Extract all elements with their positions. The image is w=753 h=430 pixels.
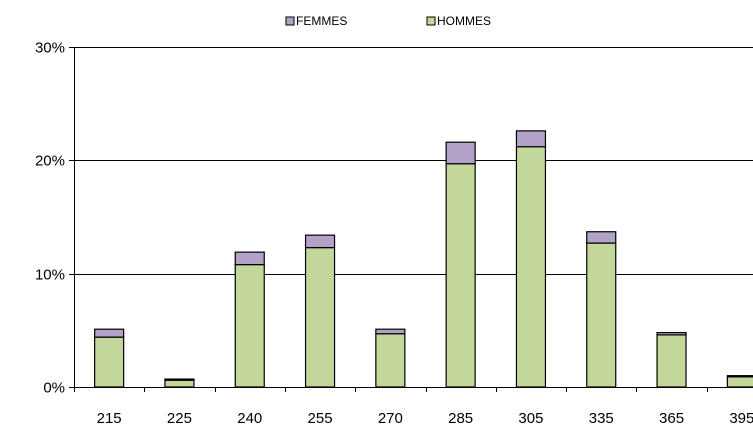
bar-femmes-255 [304, 234, 336, 249]
bar-hommes-225 [164, 379, 195, 388]
y-tick-label: 20% [35, 153, 65, 170]
x-tick-label-365: 365 [659, 410, 684, 427]
bars [94, 130, 753, 388]
grid-lines [74, 47, 753, 275]
legend-label-femmes: FEMMES [296, 14, 347, 28]
x-tick-label-395: 395 [729, 410, 753, 427]
y-tick-label: 0% [43, 380, 65, 397]
bar-hommes-395 [726, 376, 753, 388]
x-tick-label-285: 285 [448, 410, 473, 427]
x-tick-label-305: 305 [518, 410, 543, 427]
bar-femmes-240 [234, 251, 265, 266]
tick-labels: 0% 10% 20% 30% 215 225 240 255 270 285 305 335 365 39… [35, 40, 753, 428]
bar-femmes-395 [726, 375, 753, 378]
bar-hommes-365 [656, 334, 687, 388]
x-tick-label-215: 215 [97, 410, 122, 427]
axes [69, 47, 753, 392]
x-tick-label-240: 240 [237, 410, 262, 427]
bar-femmes-270 [375, 328, 406, 335]
legend-label-hommes: HOMMES [437, 14, 491, 28]
bar-hommes-285 [445, 163, 476, 388]
x-tick-label-270: 270 [378, 410, 403, 427]
bar-hommes-305 [515, 146, 547, 388]
y-tick-label: 10% [35, 267, 65, 284]
x-tick-label-225: 225 [167, 410, 192, 427]
bar-femmes-215 [94, 328, 125, 338]
legend-swatch-hommes [426, 16, 436, 26]
bar-hommes-255 [304, 247, 336, 388]
x-tick-label-255: 255 [308, 410, 333, 427]
bar-hommes-270 [375, 333, 406, 388]
x-tick-label-335: 335 [589, 410, 614, 427]
bar-femmes-305 [515, 130, 547, 148]
legend: FEMMES HOMMES [285, 14, 491, 28]
bar-hommes-335 [586, 242, 617, 388]
bar-femmes-335 [586, 231, 617, 244]
bar-femmes-365 [656, 332, 687, 336]
legend-swatch-femmes [285, 16, 295, 26]
bar-femmes-225 [164, 378, 195, 381]
bar-femmes-285 [445, 141, 476, 165]
bar-hommes-215 [94, 336, 125, 388]
bar-hommes-240 [234, 264, 265, 388]
y-tick-label: 30% [35, 40, 65, 57]
